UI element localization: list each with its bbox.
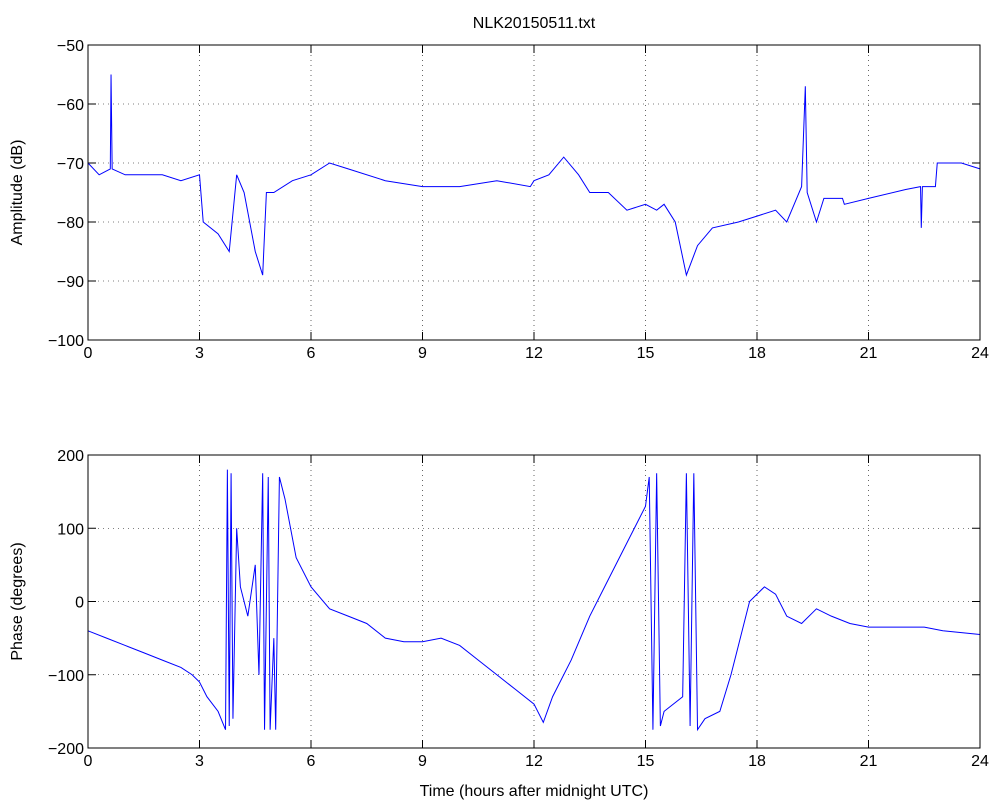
x-tick-label: 24	[971, 753, 989, 770]
x-tick-label: 15	[637, 345, 655, 362]
x-tick-label: 3	[195, 345, 204, 362]
y-tick-label: −80	[57, 215, 84, 232]
y-tick-label: 0	[75, 595, 84, 612]
x-tick-label: 0	[84, 345, 93, 362]
y-tick-label: 100	[57, 521, 84, 538]
x-tick-label: 12	[525, 345, 543, 362]
y-tick-label: −60	[57, 97, 84, 114]
chart-title: NLK20150511.txt	[473, 15, 596, 32]
data-line	[87, 74, 981, 277]
x-tick-label: 18	[748, 753, 766, 770]
x-axis-label: Time (hours after midnight UTC)	[420, 783, 649, 800]
y-tick-label: −100	[48, 668, 84, 685]
y-tick-label: −50	[57, 38, 84, 55]
x-tick-label: 21	[860, 345, 878, 362]
y-tick-label: −90	[57, 274, 84, 291]
x-tick-label: 9	[418, 345, 427, 362]
y-tick-label: −200	[48, 741, 84, 758]
x-tick-label: 15	[637, 753, 655, 770]
x-tick-label: 21	[860, 753, 878, 770]
x-tick-label: 12	[525, 753, 543, 770]
data-line	[87, 469, 981, 732]
x-tick-label: 3	[195, 753, 204, 770]
y-axis-label: Phase (degrees)	[9, 542, 26, 660]
y-axis-label: Amplitude (dB)	[9, 140, 26, 246]
x-tick-label: 9	[418, 753, 427, 770]
x-tick-label: 6	[307, 753, 316, 770]
x-tick-label: 0	[84, 753, 93, 770]
y-tick-label: −70	[57, 156, 84, 173]
x-tick-label: 24	[971, 345, 989, 362]
y-tick-label: 200	[57, 448, 84, 465]
axes-box	[87, 44, 981, 341]
axes-box	[87, 454, 981, 749]
y-tick-label: −100	[48, 333, 84, 350]
x-tick-label: 6	[307, 345, 316, 362]
x-tick-label: 18	[748, 345, 766, 362]
